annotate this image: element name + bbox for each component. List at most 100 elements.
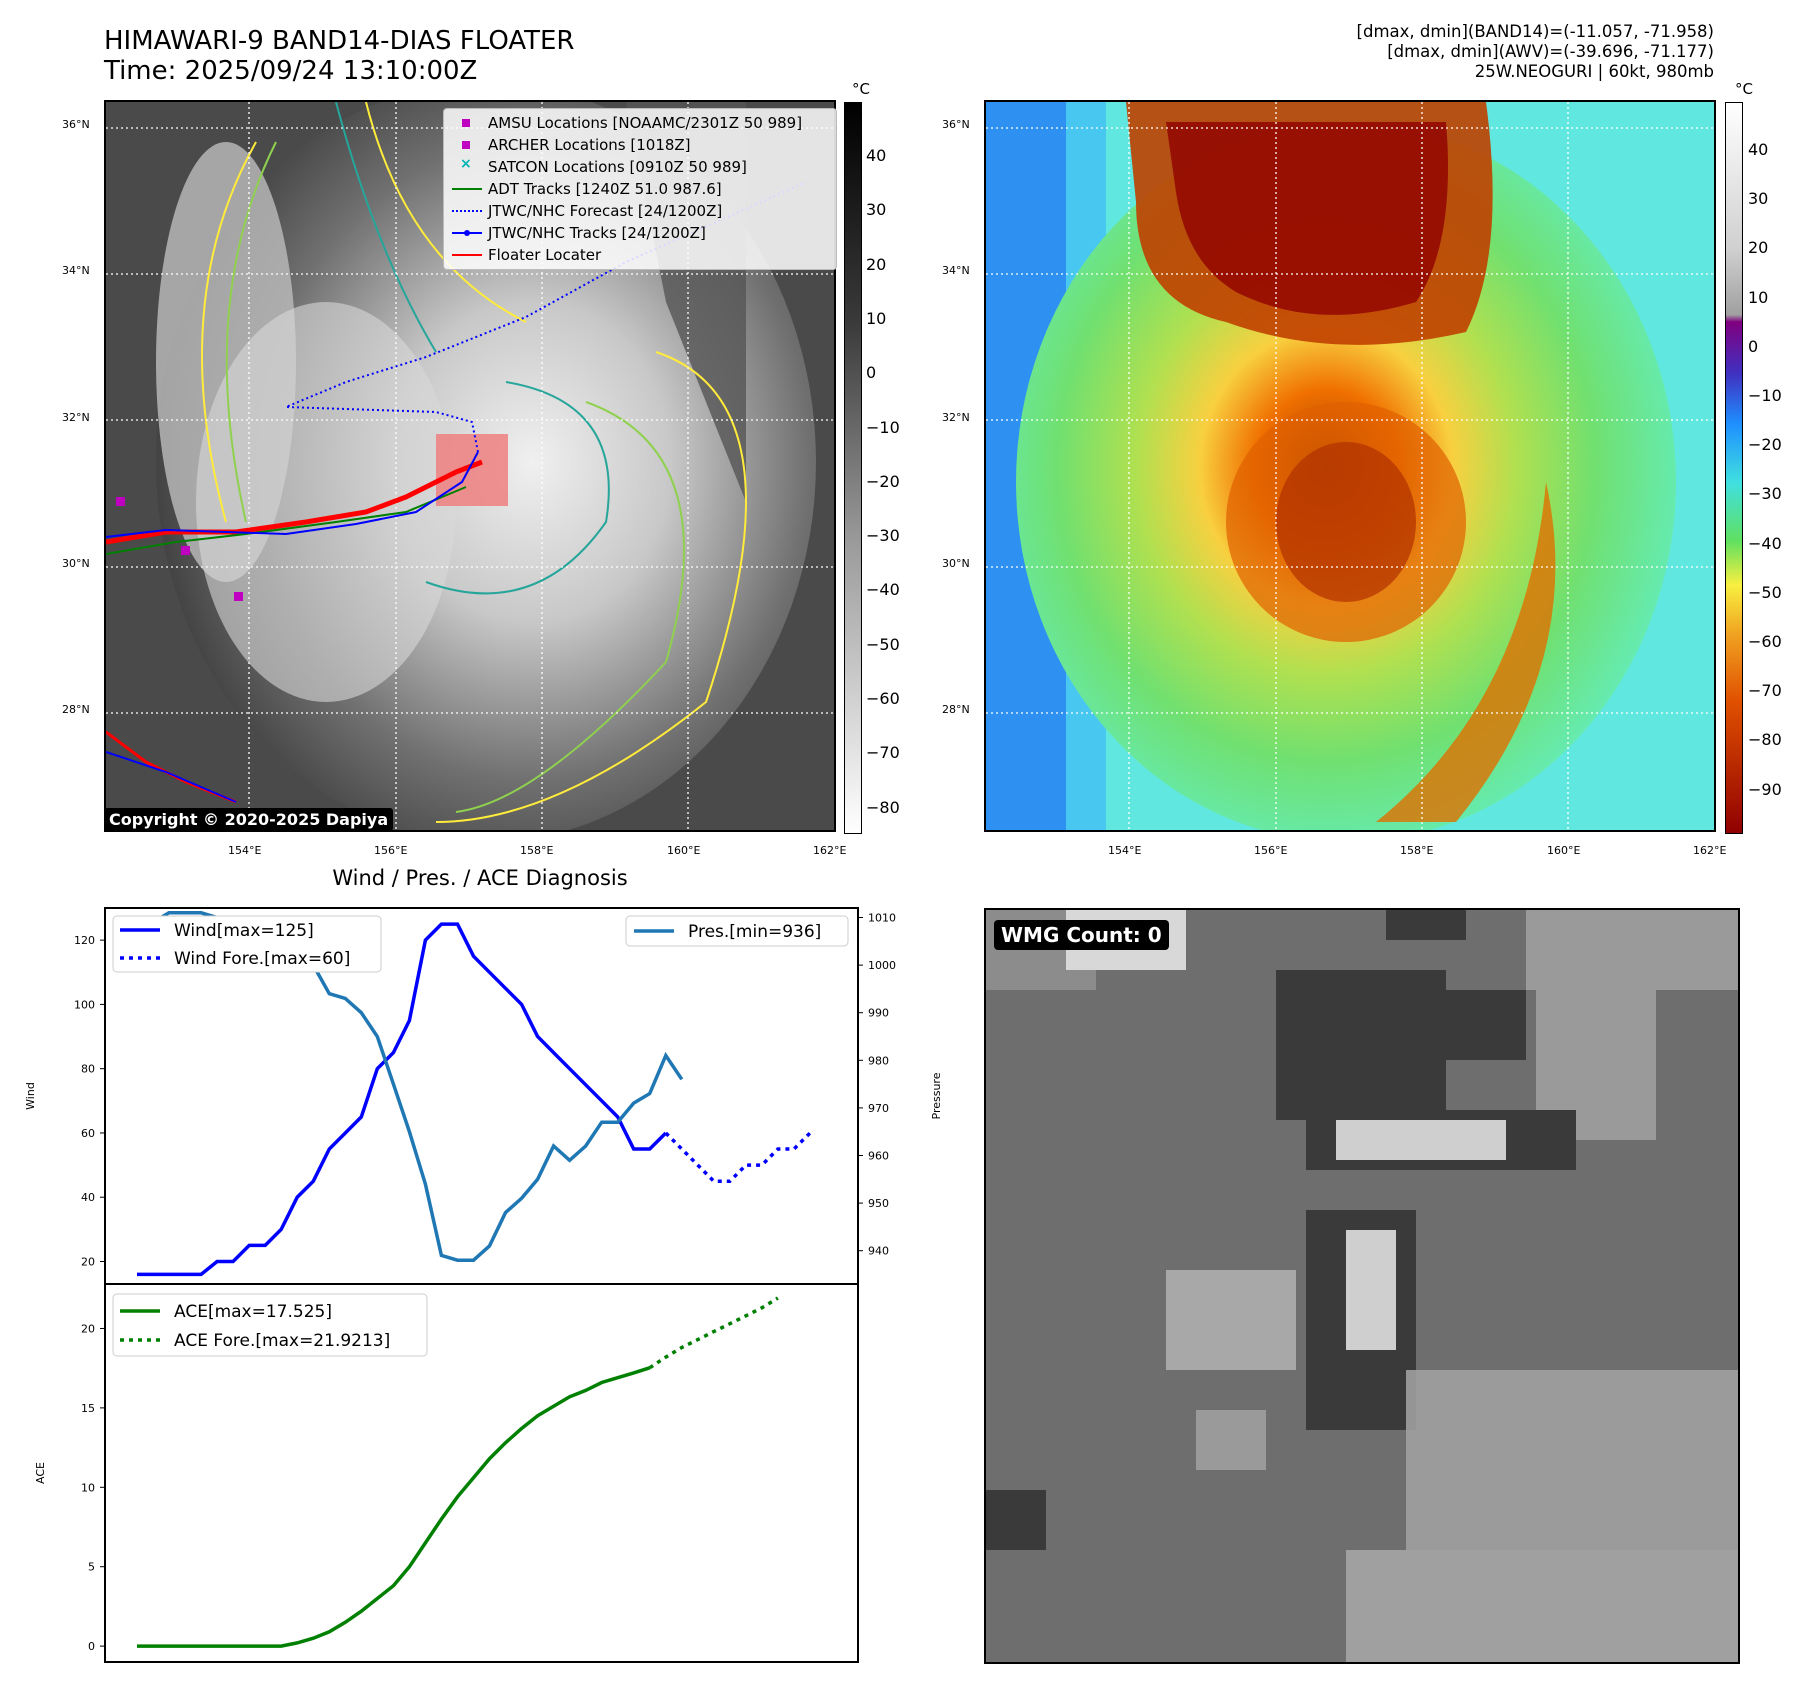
wind-ytick-label: 100 (74, 998, 95, 1011)
awv-lon-label-156: 156°E (1254, 844, 1288, 857)
magenta-square-icon (448, 112, 488, 134)
colorbar-right-tick: −10 (1748, 386, 1782, 405)
series-line-0 (137, 922, 668, 1277)
green-line-icon (448, 178, 488, 200)
colorbar-left-tick: −10 (866, 417, 900, 437)
pressure-ytick-label: 940 (868, 1245, 889, 1258)
colorbar-left-tick: −50 (866, 634, 900, 654)
legend-adt: ADT Tracks [1240Z 51.0 987.6] (448, 178, 832, 200)
ace-axis-label: ACE (34, 1462, 47, 1484)
colorbar-right-tick: −90 (1748, 779, 1782, 799)
wind-forecast-legend-label: Wind Fore.[max=60] (174, 949, 350, 969)
series-line-1 (664, 1131, 812, 1183)
ace-forecast-legend-label: ACE Fore.[max=21.9213] (174, 1331, 390, 1351)
ace-legend-label: ACE[max=17.525] (174, 1302, 332, 1322)
awv-lon-label-160: 160°E (1547, 844, 1581, 857)
cyan-x-icon: × (460, 156, 472, 172)
lat-label-34: 34°N (62, 264, 90, 277)
copyright-badge: Copyright © 2020-2025 Dapiya (104, 808, 394, 831)
pressure-ytick-label: 1000 (868, 959, 896, 972)
colorbar-left-tick: 40 (866, 146, 887, 165)
colorbar-left-tick: 10 (866, 308, 887, 328)
pressure-legend-label: Pres.[min=936] (688, 922, 821, 942)
pressure-ytick-label: 970 (868, 1102, 889, 1115)
lon-label-162: 162°E (813, 844, 847, 857)
colorbar-right-tick: −80 (1748, 730, 1782, 750)
lon-label-160: 160°E (667, 844, 701, 857)
pressure-ytick-label: 980 (868, 1054, 889, 1067)
legend-amsu: AMSU Locations [NOAAMC/2301Z 50 989] (448, 112, 832, 134)
red-line-icon (448, 244, 488, 266)
map-legend: AMSU Locations [NOAAMC/2301Z 50 989] ARC… (443, 108, 837, 270)
colorbar-left (844, 102, 862, 834)
blue-dotted-line-icon (448, 200, 488, 222)
colorbar-left-tick: −20 (866, 471, 900, 491)
colorbar-right (1725, 102, 1743, 834)
lon-label-154: 154°E (228, 844, 262, 857)
band14-range: [dmax, dmin](BAND14)=(-11.057, -71.958) (1356, 22, 1714, 41)
awv-lon-label-162: 162°E (1693, 844, 1727, 857)
title-time: Time: 2025/09/24 13:10:00Z (104, 56, 478, 86)
awv-range: [dmax, dmin](AWV)=(-39.696, -71.177) (1387, 42, 1714, 61)
ace-ytick-label: 10 (81, 1481, 95, 1494)
colorbar-left-tick: 20 (866, 254, 887, 274)
colorbar-left-tick: −30 (866, 526, 900, 546)
lat-label-28: 28°N (62, 703, 90, 716)
colorbar-right-tick: 40 (1748, 140, 1769, 159)
legend-floater: Floater Locater (448, 244, 832, 266)
awv-lat-label-30: 30°N (942, 557, 970, 570)
storm-info: [dmax, dmin](BAND14)=(-11.057, -71.958) … (1357, 22, 1714, 82)
colorbar-right-tick: 30 (1748, 189, 1769, 209)
ace-series-line-0 (137, 1366, 651, 1648)
awv-lon-label-154: 154°E (1108, 844, 1142, 857)
colorbar-right-tick: −50 (1748, 582, 1782, 602)
wind-legend-box (112, 915, 382, 973)
colorbar-right-tick: −70 (1748, 681, 1782, 701)
pressure-ytick-label: 1010 (868, 912, 896, 925)
colorbar-right-tick: 0 (1748, 336, 1759, 356)
colorbar-left-tick: −70 (866, 743, 900, 763)
legend-archer: ARCHER Locations [1018Z] (448, 134, 832, 156)
wind-ytick-label: 20 (81, 1256, 95, 1269)
wind-legend-label: Wind[max=125] (174, 921, 314, 941)
colorbar-right-tick: −20 (1748, 435, 1782, 455)
colorbar-right-unit: °C (1735, 80, 1753, 98)
pressure-legend-box (625, 915, 849, 947)
awv-lat-label-32: 32°N (942, 411, 970, 424)
lat-label-36: 36°N (62, 118, 90, 131)
pressure-ytick-label: 950 (868, 1197, 889, 1210)
pressure-ytick-label: 960 (868, 1149, 889, 1162)
ace-ytick-label: 20 (81, 1322, 95, 1335)
magenta-square-icon (448, 134, 488, 156)
figure-title: HIMAWARI-9 BAND14-DIAS FLOATER Time: 202… (104, 26, 574, 86)
diagnosis-chart: 2040608010012094095096097098099010001010… (24, 907, 943, 1663)
colorbar-right-tick: −40 (1748, 533, 1782, 553)
colorbar-right-tick: 10 (1748, 287, 1769, 307)
legend-jtwc-forecast: JTWC/NHC Forecast [24/1200Z] (448, 200, 832, 222)
colorbar-left-tick: 0 (866, 363, 877, 383)
colorbar-left-tick: −60 (866, 689, 900, 708)
colorbar-left-unit: °C (852, 80, 870, 98)
diagnosis-title: Wind / Pres. / ACE Diagnosis (332, 866, 628, 890)
ace-ytick-label: 15 (81, 1402, 95, 1415)
awv-lat-label-28: 28°N (942, 703, 970, 716)
wmg-panel (984, 908, 1740, 1664)
wind-ytick-label: 60 (81, 1127, 95, 1140)
ace-ytick-label: 5 (88, 1561, 95, 1574)
colorbar-left-tick: −80 (866, 797, 900, 817)
lat-label-30: 30°N (62, 557, 90, 570)
colorbar-left-tick: −40 (866, 580, 900, 600)
wmg-image (986, 910, 1738, 1662)
awv-lat-label-34: 34°N (942, 264, 970, 277)
ace-legend-box (112, 1293, 428, 1357)
storm-name-intensity: 25W.NEOGURI | 60kt, 980mb (1474, 62, 1714, 81)
wind-axis-label: Wind (24, 1082, 37, 1110)
wind-pressure-frame (104, 907, 859, 1285)
colorbar-right-tick: −30 (1748, 484, 1782, 504)
blue-line-dot-icon (448, 222, 488, 244)
legend-satcon: × SATCON Locations [0910Z 50 989] (448, 156, 832, 178)
awv-lat-label-36: 36°N (942, 118, 970, 131)
colorbar-left-tick: 30 (866, 200, 887, 220)
colorbar-right-tick: −60 (1748, 632, 1782, 651)
lat-label-32: 32°N (62, 411, 90, 424)
